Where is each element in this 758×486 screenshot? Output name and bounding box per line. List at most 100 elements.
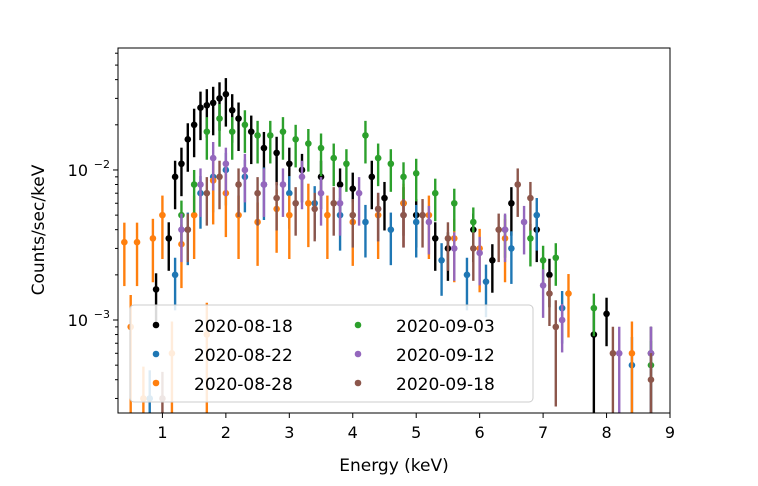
data-point xyxy=(190,169,198,213)
data-point xyxy=(235,102,242,152)
marker xyxy=(286,189,293,197)
marker xyxy=(178,226,185,233)
x-tick-label: 4 xyxy=(348,423,358,442)
marker xyxy=(254,189,261,197)
data-point xyxy=(171,160,179,210)
marker xyxy=(419,211,426,219)
data-point xyxy=(501,213,509,263)
data-point xyxy=(419,199,426,248)
x-tick-label: 5 xyxy=(411,423,421,442)
marker xyxy=(209,99,217,107)
marker xyxy=(222,90,230,98)
data-point xyxy=(178,147,185,197)
marker xyxy=(368,173,376,181)
marker xyxy=(514,181,522,188)
data-point xyxy=(260,168,268,217)
legend-marker xyxy=(354,379,362,387)
axes: 1 2 3 4 5 6 7 8 9 10 −3 10 −2 xyxy=(68,52,675,442)
marker xyxy=(324,211,331,219)
marker xyxy=(501,226,509,233)
data-point xyxy=(374,192,382,242)
marker xyxy=(317,173,325,181)
marker xyxy=(279,181,287,188)
marker xyxy=(476,249,483,257)
legend-marker xyxy=(354,321,362,329)
marker xyxy=(400,211,407,219)
data-point xyxy=(305,129,312,172)
data-point xyxy=(317,133,325,177)
data-point xyxy=(190,108,198,158)
marker xyxy=(387,226,395,233)
marker xyxy=(203,101,211,109)
data-point xyxy=(216,104,223,147)
marker xyxy=(197,104,204,112)
marker xyxy=(508,199,515,207)
marker xyxy=(266,132,274,139)
data-point xyxy=(273,136,280,186)
marker xyxy=(374,205,382,213)
legend: 2020-08-18 2020-08-22 2020-08-28 2020-09-03… xyxy=(129,304,534,403)
marker xyxy=(450,245,458,252)
legend-entry: 2020-09-18 xyxy=(354,375,495,395)
marker xyxy=(165,235,173,242)
plot-frame xyxy=(117,47,671,414)
data-point xyxy=(305,183,312,248)
data-point xyxy=(184,213,192,263)
data-point xyxy=(590,293,598,337)
data-point xyxy=(228,117,236,160)
data-point xyxy=(362,120,369,164)
marker xyxy=(381,194,388,202)
y-axis-label: Counts/sec/keV xyxy=(29,164,49,295)
legend-label: 2020-08-28 xyxy=(194,375,293,395)
data-point xyxy=(292,187,299,236)
marker xyxy=(260,144,268,152)
marker xyxy=(546,271,553,279)
marker xyxy=(222,160,230,168)
marker xyxy=(171,271,179,279)
marker xyxy=(349,211,357,219)
data-point xyxy=(546,277,553,327)
legend-label: 2020-09-03 xyxy=(396,317,495,337)
x-tick-label: 6 xyxy=(475,423,485,442)
marker xyxy=(190,181,198,188)
data-point xyxy=(311,192,318,242)
marker xyxy=(508,245,515,252)
data-point xyxy=(495,213,502,263)
marker xyxy=(425,218,433,226)
marker xyxy=(533,211,541,219)
data-point xyxy=(343,149,350,192)
data-points xyxy=(121,78,655,413)
marker xyxy=(228,128,236,135)
marker xyxy=(558,316,566,324)
marker xyxy=(184,226,192,233)
marker xyxy=(184,136,192,143)
x-tick-label: 2 xyxy=(221,423,231,442)
data-point xyxy=(235,168,242,217)
data-point xyxy=(628,321,636,413)
marker xyxy=(121,238,128,246)
data-point xyxy=(241,110,249,153)
marker xyxy=(603,310,610,318)
data-point xyxy=(615,326,623,413)
marker xyxy=(362,132,369,139)
marker xyxy=(286,160,293,168)
data-point xyxy=(381,181,388,231)
data-point xyxy=(476,236,483,286)
legend-label: 2020-09-18 xyxy=(396,375,495,395)
data-point xyxy=(203,117,211,160)
data-point xyxy=(520,205,528,255)
legend-entry: 2020-08-28 xyxy=(152,375,293,395)
marker xyxy=(254,132,261,139)
data-point xyxy=(209,86,217,136)
marker xyxy=(552,323,560,331)
data-point xyxy=(197,168,204,217)
marker xyxy=(539,257,547,264)
data-point xyxy=(463,257,471,311)
marker xyxy=(565,290,572,297)
y-tick-exponent: −3 xyxy=(94,308,110,321)
marker xyxy=(152,286,160,293)
marker xyxy=(495,226,502,233)
marker xyxy=(317,144,325,152)
data-point xyxy=(121,222,128,287)
data-point xyxy=(431,222,439,271)
